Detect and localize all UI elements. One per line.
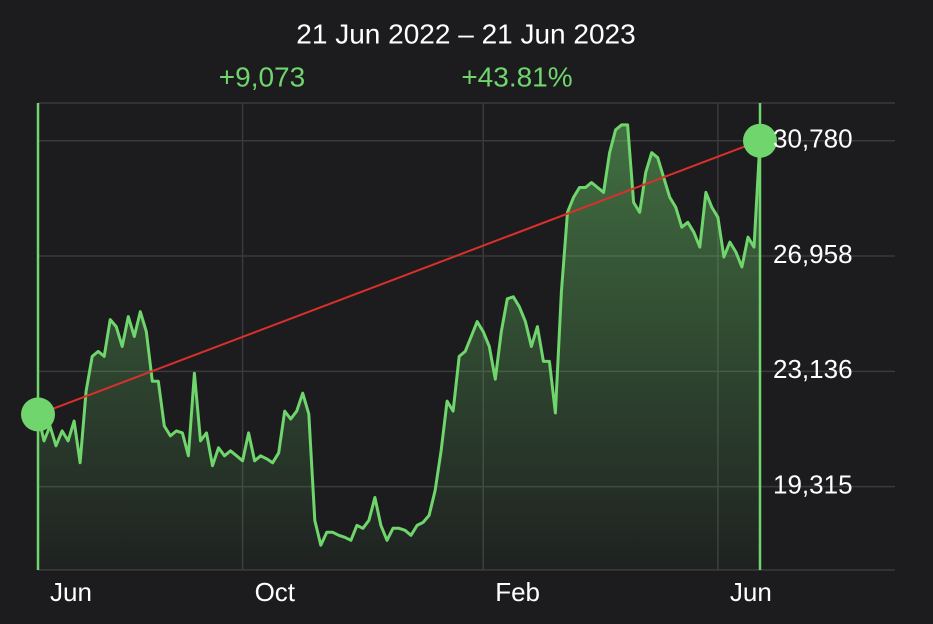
x-tick-label: Jun [50, 577, 92, 607]
end-point [743, 123, 777, 158]
x-tick-label: Jun [730, 577, 772, 607]
trend-line [37, 139, 761, 416]
change-percent: +43.81% [461, 61, 572, 92]
start-point [21, 397, 55, 432]
area [38, 124, 760, 571]
line [36, 123, 762, 547]
x-tick-label: Oct [255, 577, 296, 607]
y-tick-label: 30,780 [773, 124, 853, 154]
y-tick-label: 19,315 [773, 469, 853, 499]
chart-title: 21 Jun 2022 – 21 Jun 2023 [296, 18, 635, 49]
y-tick-label: 23,136 [773, 354, 853, 384]
y-tick-label: 26,958 [773, 239, 853, 269]
change: +9,073 [219, 61, 305, 92]
x-tick-label: Feb [495, 577, 540, 607]
